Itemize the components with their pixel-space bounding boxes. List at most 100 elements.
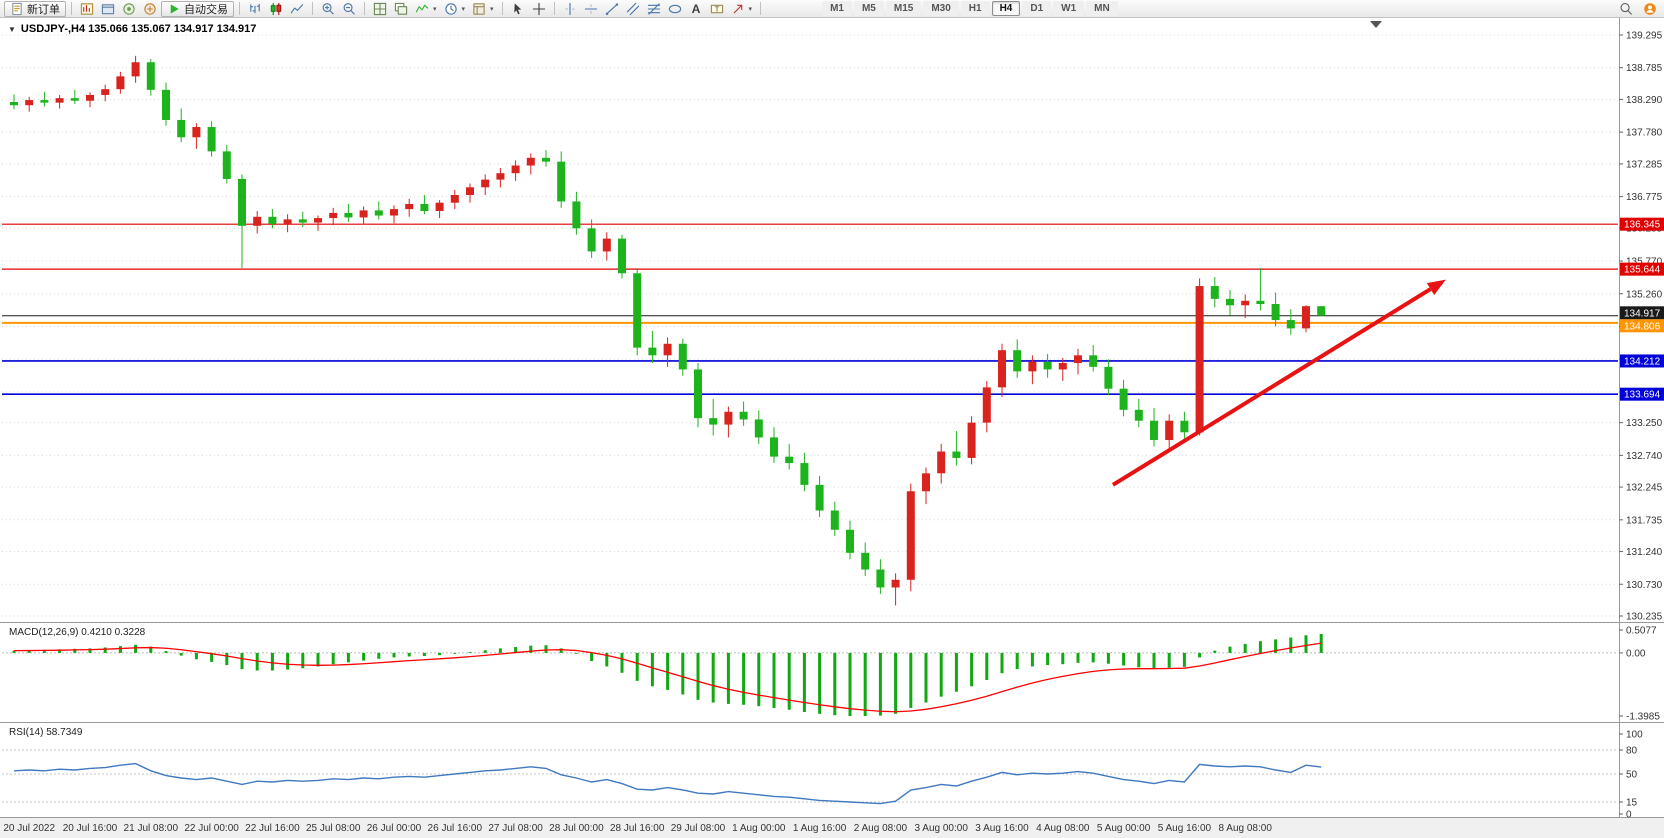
timeframe-H1[interactable]: H1 (960, 1, 990, 16)
new-order-icon (10, 2, 24, 16)
candle-body (937, 451, 946, 474)
toolbar-separator (501, 2, 503, 15)
price-level-badge-text: 136.345 (1624, 220, 1661, 231)
toolbar: 新订单 自动交易 ▾ ▾ ▾ A T ▾ M1 M5 M15 M30 H1 H4 D1 W1 MN (0, 0, 1664, 18)
arrows-icon (731, 2, 745, 16)
timeframe-group: M1 M5 M15 M30 H1 H4 D1 W1 MN (822, 1, 1118, 16)
auto-trading-button[interactable]: 自动交易 (161, 0, 234, 17)
time-axis-label: 25 Jul 08:00 (306, 823, 361, 834)
timeframe-M1[interactable]: M1 (822, 1, 852, 16)
candle-body (1210, 286, 1219, 299)
cursor-button[interactable] (508, 1, 528, 17)
candle-body (861, 552, 870, 570)
macd-panel[interactable] (2, 633, 1618, 717)
candlestick-chart-button[interactable] (266, 1, 286, 17)
candle-body (906, 491, 915, 580)
account-button[interactable] (1640, 1, 1660, 17)
macd-signal-line (13, 642, 1322, 713)
text-label-button[interactable]: T (707, 1, 727, 17)
auto-trading-button-label: 自动交易 (184, 3, 228, 16)
macd-axis[interactable]: 0.5077 0.00 -1.3985 (1619, 626, 1660, 723)
price-tick-label: 137.780 (1626, 128, 1663, 139)
new-order-button[interactable]: 新订单 (4, 0, 66, 17)
dropdown-caret-icon: ▾ (748, 5, 753, 13)
candle-body (633, 273, 642, 348)
candlestick-series[interactable] (10, 55, 1326, 606)
candle-body (177, 119, 186, 138)
tile-windows-icon (373, 2, 387, 16)
horizontal-line-icon (584, 2, 598, 16)
candle-body (405, 203, 414, 210)
charts-window-button[interactable] (77, 1, 97, 17)
timeframe-H4[interactable]: H4 (991, 1, 1021, 16)
rsi-axis[interactable]: 100 80 50 150 (1619, 730, 1643, 821)
candle-body (162, 89, 170, 120)
candle-body (1165, 420, 1174, 440)
candle-body (891, 579, 900, 588)
templates-button[interactable]: ▾ (469, 1, 497, 17)
periods-icon (444, 2, 458, 16)
timeframe-MN[interactable]: MN (1086, 1, 1118, 16)
candle-body (952, 451, 961, 458)
trendline-button[interactable] (602, 1, 622, 17)
symbol-dropdown-icon[interactable]: ▼ (8, 25, 16, 34)
crosshair-button[interactable] (529, 1, 549, 17)
time-axis-label: 2 Aug 08:00 (854, 823, 908, 834)
quotes-button[interactable] (119, 1, 139, 17)
candle-body (496, 173, 505, 180)
rsi-panel[interactable] (2, 749, 1618, 805)
fibonacci-button[interactable] (644, 1, 664, 17)
periods-button[interactable]: ▾ (441, 1, 469, 17)
chart-shift-marker[interactable] (1370, 21, 1382, 28)
horizontal-line-button[interactable] (581, 1, 601, 17)
candle-body (815, 484, 824, 511)
zoom-out-button[interactable] (339, 1, 359, 17)
candle-body (572, 201, 581, 229)
tile-windows-button[interactable] (370, 1, 390, 17)
text-button[interactable]: A (686, 1, 706, 17)
timeframe-W1[interactable]: W1 (1053, 1, 1085, 16)
candle-body (1256, 300, 1265, 305)
timeframe-M15[interactable]: M15 (885, 1, 922, 16)
auto-trading-icon (167, 2, 181, 16)
price-level-lines[interactable] (2, 223, 1618, 395)
indicators-icon (415, 2, 429, 16)
zoom-in-button[interactable] (318, 1, 338, 17)
community-button[interactable] (140, 1, 160, 17)
price-level-badge (1620, 217, 1664, 231)
line-chart-button[interactable] (287, 1, 307, 17)
timeframe-M5[interactable]: M5 (853, 1, 884, 16)
community-icon (143, 2, 157, 16)
price-tick-label: 133.250 (1626, 418, 1663, 429)
timeframe-D1[interactable]: D1 (1022, 1, 1052, 16)
trend-arrow-line[interactable] (1111, 287, 1432, 487)
price-level-badge (1620, 354, 1664, 368)
indicators-button[interactable]: ▾ (412, 1, 440, 17)
shapes-button[interactable] (665, 1, 685, 17)
vertical-line-button[interactable] (560, 1, 580, 17)
candle-body (298, 219, 307, 223)
candle-body (1150, 420, 1158, 440)
candle-body (1104, 366, 1113, 389)
candle-body (542, 157, 550, 162)
time-axis[interactable]: 20 Jul 2022 20 Jul 16:00 21 Jul 08:00 22 Ju… (3, 823, 1272, 834)
profiles-button[interactable] (98, 1, 118, 17)
equidistant-channel-button[interactable] (623, 1, 643, 17)
time-axis-label: 28 Jul 16:00 (610, 823, 665, 834)
arrows-button[interactable]: ▾ (728, 1, 756, 17)
time-axis-strip[interactable] (0, 818, 1664, 838)
chart-title: ▼ USDJPY-,H4 135.066 135.067 134.917 134.… (8, 23, 256, 35)
candle-body (116, 76, 125, 90)
search-button[interactable] (1616, 1, 1636, 17)
cascade-windows-button[interactable] (391, 1, 411, 17)
timeframe-M30[interactable]: M30 (923, 1, 959, 16)
trend-arrow[interactable] (1111, 279, 1446, 487)
candle-body (526, 157, 535, 166)
macd-label: MACD(12,26,9) 0.4210 0.3228 (9, 627, 146, 638)
bar-chart-button[interactable] (245, 1, 265, 17)
time-axis-label: 3 Aug 16:00 (975, 823, 1029, 834)
zoom-in-icon (321, 2, 335, 16)
candle-body (1134, 409, 1143, 421)
